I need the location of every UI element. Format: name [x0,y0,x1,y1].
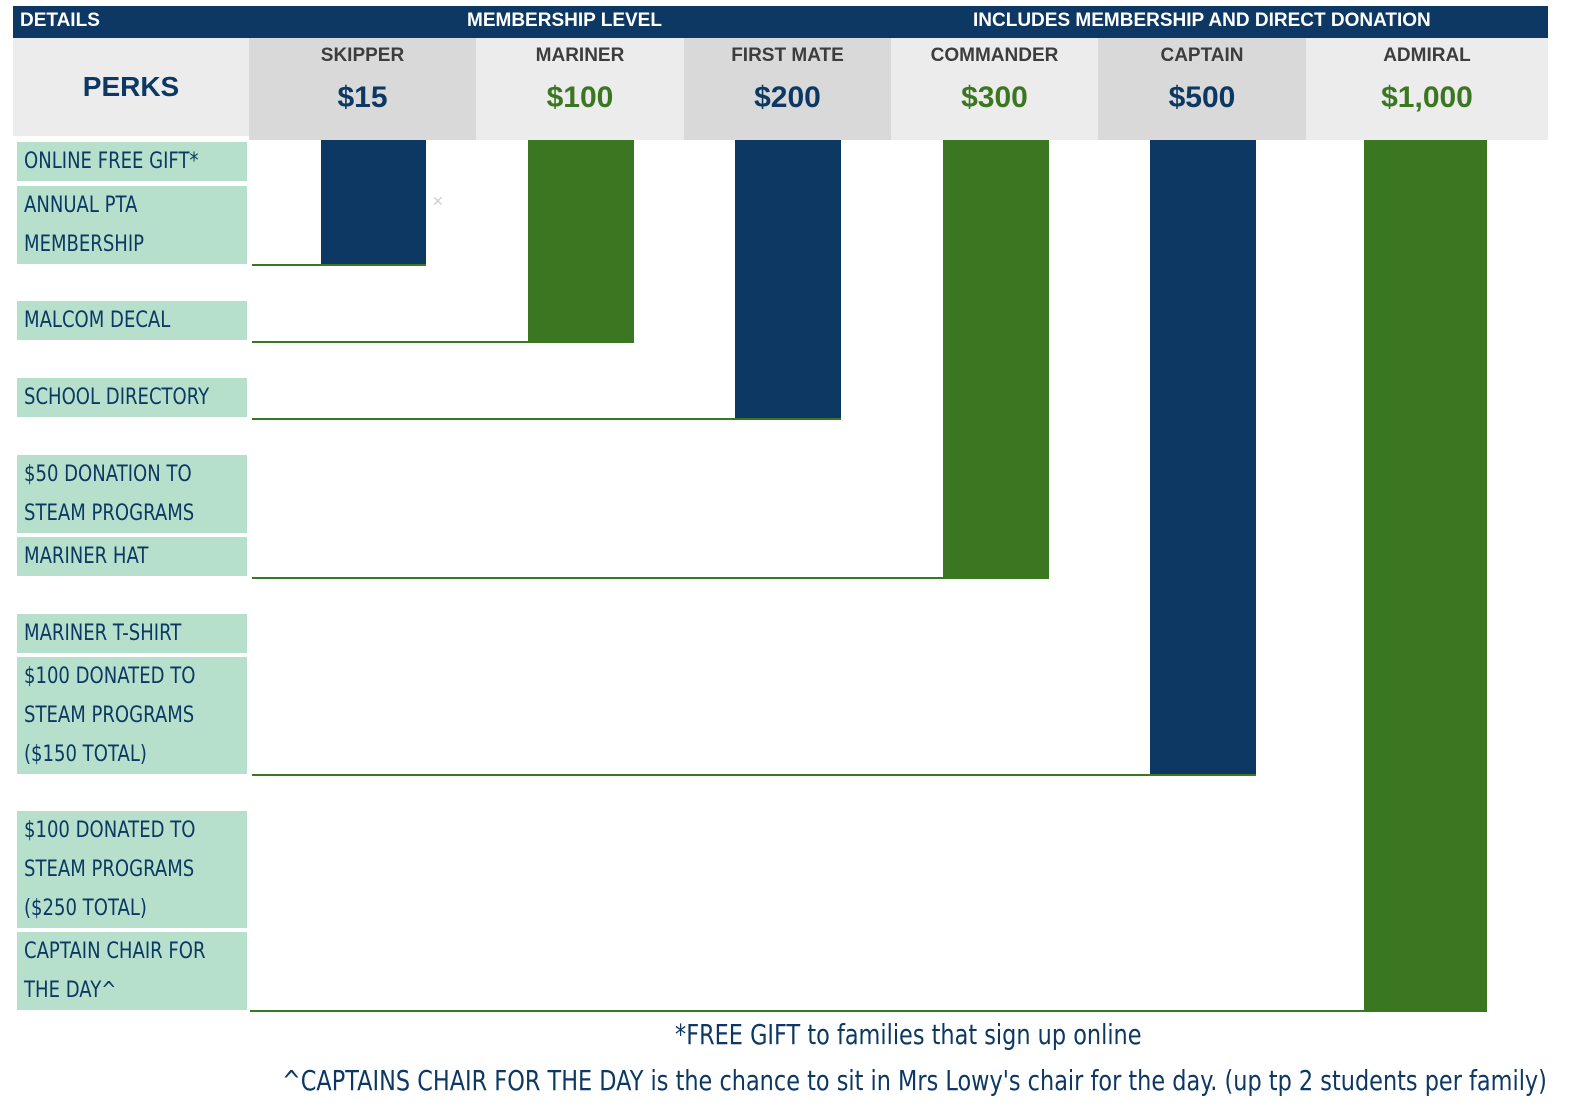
perk-online-free-gift: ONLINE FREE GIFT* [17,142,247,181]
footnote-captains-chair: ^CAPTAINS CHAIR FOR THE DAY is the chanc… [282,1064,1585,1097]
includes-donation-label: INCLUDES MEMBERSHIP AND DIRECT DONATION [973,10,1431,31]
footnote-captains-chair-text: ^CAPTAINS CHAIR FOR THE DAY is the chanc… [282,1064,1547,1097]
level-name: CAPTAIN [1160,45,1244,66]
level-header-admiral: ADMIRAL $1,000 [1306,38,1548,140]
footnote-free-gift-text: *FREE GIFT to families that sign up onli… [675,1018,1142,1051]
top-header-bar: DETAILS MEMBERSHIP LEVEL INCLUDES MEMBER… [13,6,1548,38]
bar-captain [1150,140,1256,775]
divider-line-first-mate [252,418,841,420]
perk-line: MEMBERSHIP [24,232,145,257]
level-header-skipper: SKIPPER $15 [249,38,476,140]
perk-line: STEAM PROGRAMS [24,501,195,526]
perks-header: PERKS [13,38,249,136]
perk-100-donated-250-total: $100 DONATED TO STEAM PROGRAMS ($250 TOT… [17,811,247,928]
divider-line-admiral [250,1010,1487,1012]
level-header-captain: CAPTAIN $500 [1098,38,1306,140]
perk-line: ONLINE FREE GIFT* [24,149,199,174]
perk-school-directory: SCHOOL DIRECTORY [17,378,247,417]
level-name: FIRST MATE [731,45,844,66]
level-name: COMMANDER [930,45,1059,66]
level-price: $1,000 [1381,81,1473,114]
perk-100-donated-150-total: $100 DONATED TO STEAM PROGRAMS ($150 TOT… [17,657,247,774]
level-header-mariner: MARINER $100 [476,38,684,140]
level-price: $15 [337,81,388,114]
perk-50-donation-steam: $50 DONATION TO STEAM PROGRAMS [17,455,247,533]
level-name: MARINER [535,45,625,66]
divider-line-mariner [252,341,634,343]
perk-line: MALCOM DECAL [24,308,171,333]
bar-first-mate [735,140,841,419]
close-icon: ✕ [432,193,444,209]
divider-line-commander [252,577,1049,579]
perk-mariner-hat: MARINER HAT [17,537,247,576]
footnote-free-gift: *FREE GIFT to families that sign up onli… [675,1018,1258,1051]
perk-line: ($250 TOTAL) [24,896,147,921]
perk-line: MARINER T-SHIRT [24,621,182,646]
bar-skipper [321,140,426,265]
details-label: DETAILS [20,10,100,31]
perk-line: $50 DONATION TO [24,462,192,487]
bar-commander [943,140,1049,578]
perk-annual-pta-membership: ANNUAL PTA MEMBERSHIP [17,186,247,264]
perk-line: $100 DONATED TO [24,664,196,689]
perk-line: $100 DONATED TO [24,818,196,843]
divider-line-skipper [252,264,426,266]
perk-captain-chair-for-the-day: CAPTAIN CHAIR FOR THE DAY^ [17,932,247,1010]
bar-admiral [1364,140,1487,1012]
perk-line: ($150 TOTAL) [24,742,147,767]
perk-mariner-t-shirt: MARINER T-SHIRT [17,614,247,653]
perk-line: SCHOOL DIRECTORY [24,385,210,410]
perk-malcom-decal: MALCOM DECAL [17,301,247,340]
divider-line-captain [252,774,1256,776]
level-name: ADMIRAL [1383,45,1471,66]
perk-line: CAPTAIN CHAIR FOR [24,939,206,964]
perk-line: STEAM PROGRAMS [24,703,195,728]
perk-line: THE DAY^ [24,978,117,1003]
level-name: SKIPPER [320,45,405,66]
perk-line: MARINER HAT [24,544,149,569]
perk-line: STEAM PROGRAMS [24,857,195,882]
level-price: $200 [754,81,821,114]
perk-line: ANNUAL PTA [24,193,138,218]
level-header-first-mate: FIRST MATE $200 [684,38,891,140]
perks-title: PERKS [82,71,180,102]
level-price: $100 [546,81,614,114]
level-price: $300 [961,81,1028,114]
membership-level-label: MEMBERSHIP LEVEL [467,10,662,31]
bar-mariner [528,140,634,343]
level-header-commander: COMMANDER $300 [891,38,1098,140]
level-price: $500 [1168,81,1236,114]
